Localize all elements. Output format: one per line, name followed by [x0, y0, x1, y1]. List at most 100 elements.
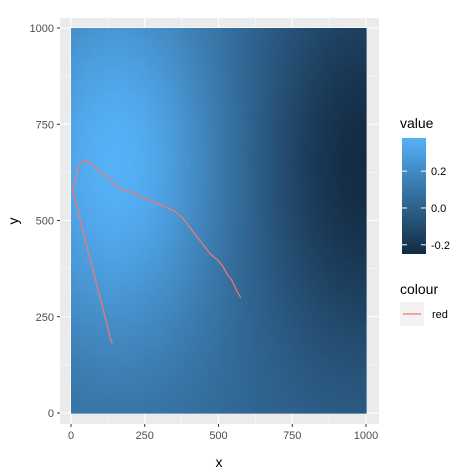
heatmap-tile	[267, 98, 274, 106]
heatmap-tile	[287, 400, 293, 408]
heatmap-tile	[174, 98, 180, 106]
heatmap-tile	[75, 406, 82, 414]
y-tick-label: 750	[36, 119, 54, 131]
heatmap-tile	[90, 92, 97, 100]
heatmap-tile	[134, 79, 141, 87]
heatmap-tile	[213, 310, 220, 318]
heatmap-tile	[336, 28, 343, 36]
heatmap-tile	[311, 297, 318, 305]
heatmap-tile	[80, 380, 87, 388]
heatmap-tile	[287, 53, 293, 61]
heatmap-tile	[208, 66, 215, 74]
heatmap-tile	[321, 387, 328, 395]
heatmap-tile	[243, 85, 249, 93]
heatmap-tile	[110, 342, 116, 350]
heatmap-tile	[282, 220, 288, 228]
heatmap-tile	[189, 117, 195, 125]
heatmap-tile	[105, 259, 111, 267]
heatmap-tile	[95, 233, 102, 241]
heatmap-tile	[218, 284, 225, 292]
heatmap-tile	[321, 400, 328, 408]
heatmap-tile	[134, 400, 141, 408]
heatmap-tile	[331, 201, 338, 209]
heatmap-tile	[164, 92, 170, 100]
heatmap-tile	[243, 239, 249, 247]
heatmap-tile	[302, 284, 308, 292]
heatmap-tile	[174, 220, 180, 228]
heatmap-tile	[105, 72, 111, 80]
heatmap-tile	[159, 246, 166, 254]
heatmap-tile	[110, 246, 116, 254]
heatmap-tile	[149, 124, 156, 132]
heatmap-tile	[110, 271, 116, 279]
heatmap-tile	[149, 72, 156, 80]
heatmap-tile	[203, 239, 210, 247]
heatmap-tile	[184, 201, 190, 209]
heatmap-tile	[326, 329, 333, 337]
heatmap-tile	[336, 169, 343, 177]
heatmap-tile	[115, 310, 121, 318]
heatmap-tile	[282, 188, 288, 196]
heatmap-tile	[95, 182, 102, 190]
heatmap-tile	[356, 329, 362, 337]
heatmap-tile	[208, 329, 215, 337]
heatmap-tile	[213, 111, 220, 119]
heatmap-tile	[154, 368, 161, 376]
heatmap-tile	[208, 361, 215, 369]
heatmap-tile	[120, 400, 126, 408]
heatmap-tile	[71, 380, 77, 388]
heatmap-tile	[257, 271, 264, 279]
heatmap-tile	[302, 111, 308, 119]
heatmap-tile	[282, 175, 288, 183]
heatmap-tile	[95, 169, 102, 177]
heatmap-tile	[316, 355, 323, 363]
heatmap-tile	[326, 239, 333, 247]
heatmap-tile	[346, 323, 352, 331]
heatmap-tile	[169, 246, 175, 254]
heatmap-tile	[144, 162, 151, 170]
heatmap-tile	[297, 137, 303, 145]
heatmap-tile	[213, 214, 220, 222]
heatmap-tile	[169, 182, 175, 190]
heatmap-tile	[164, 233, 170, 241]
heatmap-tile	[351, 393, 357, 401]
heatmap-tile	[213, 368, 220, 376]
heatmap-tile	[193, 156, 200, 164]
heatmap-tile	[277, 182, 284, 190]
heatmap-tile	[130, 323, 136, 331]
heatmap-tile	[130, 380, 136, 388]
heatmap-tile	[159, 239, 166, 247]
heatmap-tile	[326, 72, 333, 80]
heatmap-tile	[85, 220, 92, 228]
heatmap-tile	[164, 28, 170, 36]
heatmap-tile	[297, 406, 303, 414]
heatmap-tile	[262, 34, 269, 42]
heatmap-tile	[282, 34, 288, 42]
heatmap-tile	[203, 194, 210, 202]
heatmap-tile	[282, 117, 288, 125]
heatmap-tile	[218, 66, 225, 74]
heatmap-tile	[341, 387, 347, 395]
heatmap-tile	[277, 233, 284, 241]
heatmap-tile	[193, 297, 200, 305]
heatmap-tile	[144, 323, 151, 331]
heatmap-tile	[164, 316, 170, 324]
heatmap-tile	[120, 323, 126, 331]
heatmap-tile	[159, 169, 166, 177]
heatmap-tile	[154, 361, 161, 369]
heatmap-tile	[130, 336, 136, 344]
heatmap-tile	[277, 406, 284, 414]
heatmap-tile	[120, 348, 126, 356]
heatmap-tile	[139, 201, 146, 209]
heatmap-tile	[100, 214, 107, 222]
heatmap-tile	[257, 316, 264, 324]
heatmap-tile	[267, 220, 274, 228]
heatmap-tile	[174, 162, 180, 170]
heatmap-tile	[326, 194, 333, 202]
heatmap-tile	[257, 265, 264, 273]
heatmap-tile	[71, 40, 77, 48]
heatmap-tile	[90, 98, 97, 106]
heatmap-tile	[292, 316, 298, 324]
heatmap-tile	[159, 226, 166, 234]
heatmap-tile	[267, 40, 274, 48]
